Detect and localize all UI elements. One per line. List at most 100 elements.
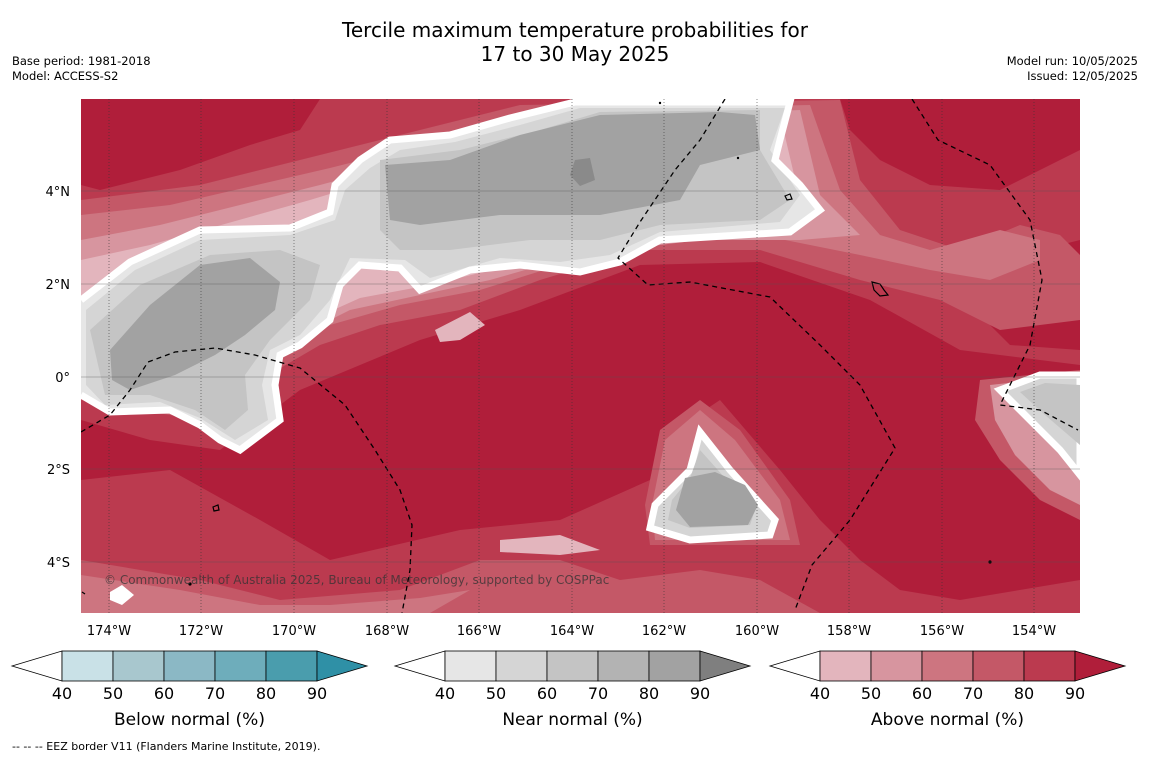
legend-left-extension	[10, 650, 63, 682]
legend-right-extension	[1074, 650, 1127, 682]
legend-tick-label: 40	[435, 684, 455, 703]
near-normal-north-90	[570, 158, 595, 186]
legend-tick-label: 50	[486, 684, 506, 703]
model-name: Model: ACCESS-S2	[12, 69, 119, 83]
title-line-2: 17 to 30 May 2025	[480, 42, 670, 66]
eez-footnote: -- -- -- EEZ border V11 (Flanders Marine…	[12, 740, 321, 753]
legend-swatch	[972, 650, 1025, 682]
lon-label: 168°W	[365, 624, 409, 639]
islet-3	[188, 582, 192, 586]
latitude-labels: 4°N 2°N 0° 2°S 4°S	[46, 185, 71, 571]
legend-swatch	[819, 650, 872, 682]
legend-title: Near normal (%)	[502, 710, 642, 730]
legend-swatch	[1023, 650, 1076, 682]
legend-swatch	[214, 650, 267, 682]
white-patch-sw	[110, 585, 134, 605]
lat-label: 4°S	[47, 556, 70, 571]
lon-label: 174°W	[87, 624, 131, 639]
island-4	[81, 591, 86, 595]
legend-tick-label: 70	[205, 684, 225, 703]
legend-tick-label: 70	[588, 684, 608, 703]
legend-tick-label: 60	[537, 684, 557, 703]
island-3	[212, 504, 220, 512]
legend-tick-label: 80	[256, 684, 276, 703]
lon-label: 154°W	[1012, 624, 1056, 639]
legend-tick-label: 50	[103, 684, 123, 703]
legend-swatch	[265, 650, 318, 682]
islet-2	[736, 156, 740, 160]
run-info: Model run: 10/05/2025 Issued: 12/05/2025	[1007, 54, 1138, 84]
legend-tick-label: 40	[52, 684, 72, 703]
lon-label: 170°W	[272, 624, 316, 639]
above-normal-70-south	[81, 560, 820, 613]
issued-date: Issued: 12/05/2025	[1027, 69, 1138, 83]
legend-swatch	[444, 650, 497, 682]
legend-swatch	[597, 650, 650, 682]
map-area: © Commonwealth of Australia 2025, Bureau…	[46, 99, 1080, 639]
legend-right-extension	[699, 650, 752, 682]
legend-tick-label: 60	[912, 684, 932, 703]
legend-tick-label: 90	[690, 684, 710, 703]
islet-1	[658, 101, 662, 105]
above-normal-90-ne	[840, 99, 1080, 190]
near-normal-40-contour	[81, 99, 826, 455]
legend-left-extension	[393, 650, 446, 682]
legend-title: Below normal (%)	[114, 710, 265, 730]
lat-label: 2°N	[46, 278, 71, 293]
legend-swatch	[870, 650, 923, 682]
legend-left-extension	[768, 650, 821, 682]
legend-tick-label: 80	[639, 684, 659, 703]
legend-swatch	[546, 650, 599, 682]
latitude-gridlines	[81, 190, 1080, 563]
model-run: Model run: 10/05/2025	[1006, 54, 1138, 68]
legend-swatch	[112, 650, 165, 682]
above-normal-40-patch-2	[435, 312, 485, 342]
eez-border-central	[617, 99, 896, 611]
legends: 40 50 60 70 80 90 Below normal (%) 40 50 60 70 80 90…	[10, 650, 1127, 730]
lat-label: 0°	[55, 371, 70, 386]
eez-border-west	[81, 347, 413, 613]
island-2	[784, 193, 793, 201]
lon-label: 164°W	[550, 624, 594, 639]
legend-swatch	[921, 650, 974, 682]
copyright-notice: © Commonwealth of Australia 2025, Bureau…	[104, 573, 609, 587]
longitude-labels: 174°W 172°W 170°W 168°W 166°W 164°W 162°…	[87, 624, 1056, 639]
legend-swatch	[61, 650, 114, 682]
model-info: Base period: 1981-2018 Model: ACCESS-S2	[12, 54, 151, 84]
lon-label: 160°W	[735, 624, 779, 639]
lon-label: 158°W	[827, 624, 871, 639]
legend-colorbar: 40 50 60 70 80 90 Near normal (%)	[393, 650, 752, 730]
lon-label: 166°W	[457, 624, 501, 639]
legend-tick-label: 60	[154, 684, 174, 703]
legend-tick-label: 90	[307, 684, 327, 703]
map-title: Tercile maximum temperature probabilitie…	[0, 18, 1150, 66]
lon-label: 156°W	[920, 624, 964, 639]
above-normal-40-patch	[500, 535, 600, 555]
legend-colorbar: 40 50 60 70 80 90 Above normal (%)	[768, 650, 1127, 730]
above-normal-80-south	[81, 400, 1080, 613]
above-normal-90-nw	[81, 99, 320, 190]
lat-label: 2°S	[47, 463, 70, 478]
near-normal-east-60	[1020, 383, 1080, 445]
legend-colorbar: 40 50 60 70 80 90 Below normal (%)	[10, 650, 369, 730]
base-period: Base period: 1981-2018	[12, 54, 151, 68]
legend-right-extension	[316, 650, 369, 682]
above-normal-60-south	[81, 575, 470, 613]
eez-border-east	[911, 99, 1079, 431]
legend-tick-label: 50	[861, 684, 881, 703]
near-normal-west-80	[110, 258, 280, 390]
legend-swatch	[495, 650, 548, 682]
lon-label: 162°W	[642, 624, 686, 639]
legend-tick-label: 40	[810, 684, 830, 703]
title-line-1: Tercile maximum temperature probabilitie…	[342, 18, 808, 42]
legend-tick-label: 70	[963, 684, 983, 703]
legend-title: Above normal (%)	[871, 710, 1024, 730]
near-normal-south-80	[676, 472, 758, 527]
legend-swatch	[163, 650, 216, 682]
legend-tick-label: 80	[1014, 684, 1034, 703]
legend-tick-label: 90	[1065, 684, 1085, 703]
lon-label: 172°W	[179, 624, 223, 639]
lat-label: 4°N	[46, 185, 71, 200]
legend-swatch	[648, 650, 701, 682]
